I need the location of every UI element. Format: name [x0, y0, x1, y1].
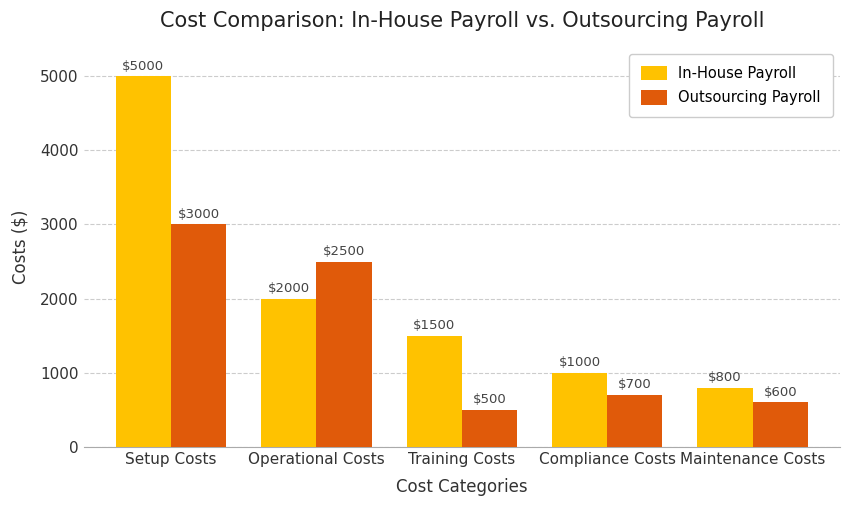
- Text: $700: $700: [618, 378, 652, 391]
- Bar: [116, 76, 171, 447]
- Text: $5000: $5000: [123, 59, 164, 73]
- Bar: [407, 336, 462, 447]
- Bar: [462, 410, 517, 447]
- Legend: In-House Payroll, Outsourcing Payroll: In-House Payroll, Outsourcing Payroll: [629, 54, 832, 117]
- Text: $2500: $2500: [323, 245, 365, 258]
- Y-axis label: Costs ($): Costs ($): [11, 209, 29, 284]
- Title: Cost Comparison: In-House Payroll vs. Outsourcing Payroll: Cost Comparison: In-House Payroll vs. Ou…: [159, 11, 764, 31]
- Bar: [261, 299, 317, 447]
- Bar: [608, 395, 662, 447]
- Bar: [552, 373, 608, 447]
- Text: $1000: $1000: [558, 356, 601, 369]
- X-axis label: Cost Categories: Cost Categories: [396, 478, 528, 496]
- Text: $2000: $2000: [268, 282, 310, 295]
- Bar: [697, 388, 752, 447]
- Text: $600: $600: [763, 386, 797, 399]
- Text: $1500: $1500: [413, 319, 455, 332]
- Bar: [752, 403, 808, 447]
- Bar: [317, 262, 372, 447]
- Text: $500: $500: [472, 393, 506, 406]
- Bar: [171, 225, 226, 447]
- Text: $800: $800: [708, 371, 742, 384]
- Text: $3000: $3000: [178, 208, 220, 221]
